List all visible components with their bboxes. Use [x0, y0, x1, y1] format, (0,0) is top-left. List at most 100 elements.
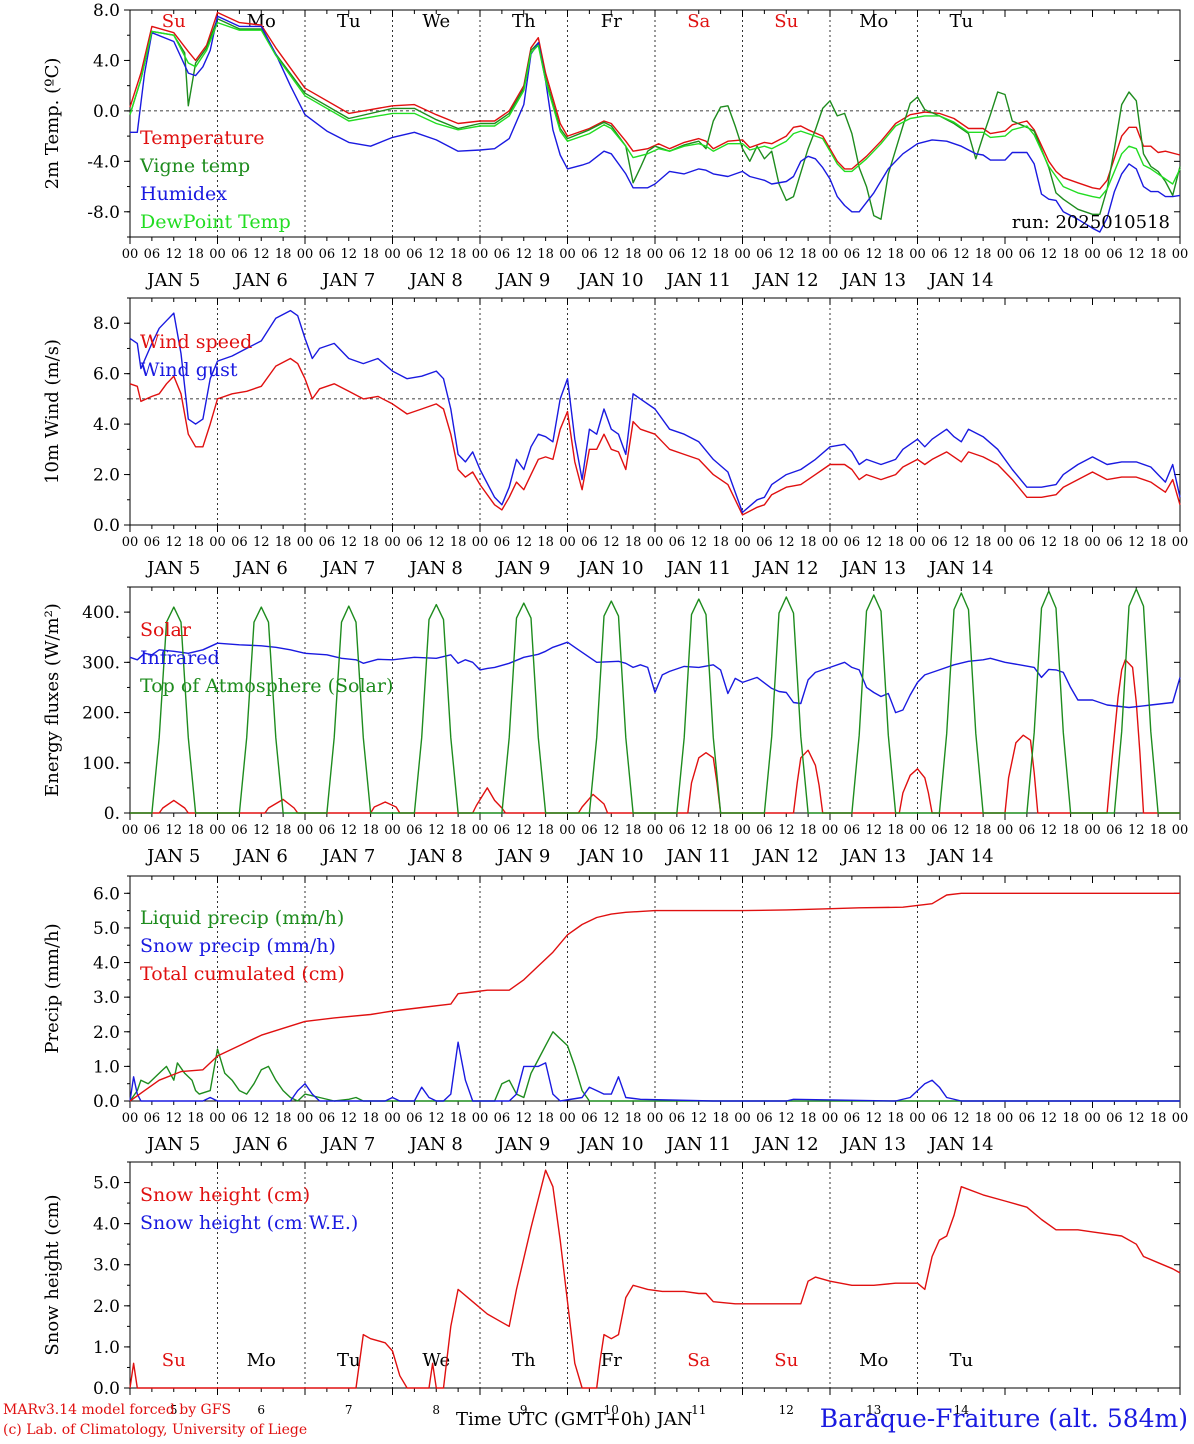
- panel-1: -8.0 -4.0 0.0 4.0 8.0 2m Temp. (ºC) 00 06 12 18 00…: [42, 1, 1188, 291]
- hour-tick-label: 00: [209, 535, 226, 550]
- hour-tick-label: 12: [778, 823, 795, 838]
- hour-tick-label: 12: [603, 1111, 620, 1126]
- date-label: JAN 7: [320, 558, 375, 579]
- weekday-label: Mo: [859, 1350, 888, 1371]
- hour-tick-label: 06: [1019, 535, 1036, 550]
- y-axis-label: 2m Temp. (ºC): [42, 58, 63, 190]
- hour-tick-label: 00: [209, 247, 226, 262]
- series-line: [129, 1169, 1181, 1389]
- legend-entry: Top of Atmosphere (Solar): [140, 675, 393, 697]
- y-tick-label: 4.0: [93, 1215, 120, 1235]
- hour-tick-label: 12: [165, 1111, 182, 1126]
- hour-tick-label: 12: [515, 247, 532, 262]
- weekday-label: Su: [162, 11, 186, 32]
- hour-tick-label: 12: [1040, 823, 1057, 838]
- legend-entry: Infrared: [140, 647, 220, 669]
- hour-tick-label: 00: [472, 247, 489, 262]
- hour-tick-label: 06: [231, 1111, 248, 1126]
- hour-tick-label: 00: [559, 823, 576, 838]
- panel-3: 0. 100. 200. 300. 400. Energy fluxes (W/m²) 00…: [42, 586, 1188, 867]
- hour-tick-label: 06: [494, 823, 511, 838]
- hour-tick-label: 18: [187, 535, 204, 550]
- hour-tick-label: 06: [844, 1111, 861, 1126]
- y-tick-label: 400.: [82, 603, 120, 623]
- date-label: JAN 10: [577, 1134, 644, 1155]
- series-line: [130, 15, 1181, 233]
- date-label: JAN 12: [752, 846, 819, 867]
- date-label: JAN 12: [752, 270, 819, 291]
- y-tick-label: 8.0: [93, 314, 120, 334]
- hour-tick-label: 12: [865, 1111, 882, 1126]
- hour-tick-label: 00: [909, 247, 926, 262]
- panel-2: 0.0 2.0 4.0 6.0 8.0 10m Wind (m/s) 00 06 12 18 00 0…: [42, 297, 1188, 579]
- date-label: JAN 14: [927, 558, 994, 579]
- date-label: JAN 13: [839, 270, 906, 291]
- y-tick-label: 5.0: [93, 1174, 120, 1194]
- hour-tick-label: 00: [734, 247, 751, 262]
- hour-tick-label: 06: [406, 1111, 423, 1126]
- hour-tick-label: 06: [756, 247, 773, 262]
- hour-tick-label: 12: [1128, 823, 1145, 838]
- legend-entry: Snow height (cm W.E.): [140, 1212, 358, 1234]
- hour-tick-label: 06: [319, 1111, 336, 1126]
- hour-tick-label: 06: [669, 247, 686, 262]
- weekday-label: Tu: [949, 1350, 973, 1371]
- date-label: JAN 8: [408, 558, 463, 579]
- hour-tick-label: 00: [472, 823, 489, 838]
- y-tick-label: 5.0: [93, 919, 120, 939]
- hour-tick-label: 00: [472, 1111, 489, 1126]
- hour-tick-label: 12: [690, 535, 707, 550]
- hour-tick-label: 06: [1106, 1111, 1123, 1126]
- hour-tick-label: 18: [537, 535, 554, 550]
- date-label: JAN 5: [145, 270, 200, 291]
- hour-tick-label: 18: [187, 247, 204, 262]
- date-label: JAN 6: [233, 558, 288, 579]
- weekday-label: Mo: [247, 1350, 276, 1371]
- hour-tick-label: 06: [231, 247, 248, 262]
- hour-tick-label: 00: [384, 823, 401, 838]
- y-tick-label: 4.0: [93, 954, 120, 974]
- weekday-label: Tu: [949, 11, 973, 32]
- hour-tick-label: 18: [1150, 535, 1167, 550]
- hour-tick-label: 18: [450, 247, 467, 262]
- hour-tick-label: 12: [778, 535, 795, 550]
- hour-tick-label: 18: [362, 823, 379, 838]
- hour-tick-label: 06: [931, 535, 948, 550]
- hour-tick-label: 06: [756, 1111, 773, 1126]
- hour-tick-label: 06: [931, 247, 948, 262]
- hour-tick-label: 12: [1040, 535, 1057, 550]
- hour-tick-label: 00: [822, 1111, 839, 1126]
- hour-tick-label: 12: [603, 535, 620, 550]
- day-number-label: 9: [520, 1403, 528, 1417]
- hour-tick-label: 06: [844, 823, 861, 838]
- date-label: JAN 5: [145, 1134, 200, 1155]
- date-label: JAN 11: [664, 558, 731, 579]
- hour-tick-label: 18: [1062, 1111, 1079, 1126]
- weekday-label: Fr: [601, 11, 622, 32]
- hour-tick-label: 00: [822, 535, 839, 550]
- hour-tick-label: 12: [165, 535, 182, 550]
- date-label: JAN 7: [320, 1134, 375, 1155]
- panel-4: 0.0 1.0 2.0 3.0 4.0 5.0 6.0 Precip (mm/h) 00 06 12…: [42, 875, 1189, 1155]
- day-number-label: 7: [345, 1403, 353, 1417]
- date-label: JAN 7: [320, 270, 375, 291]
- date-label: JAN 12: [752, 1134, 819, 1155]
- date-label: JAN 7: [320, 846, 375, 867]
- hour-tick-label: 06: [581, 1111, 598, 1126]
- date-label: JAN 5: [145, 846, 200, 867]
- hour-tick-label: 12: [340, 1111, 357, 1126]
- hour-tick-label: 00: [297, 823, 314, 838]
- hour-tick-label: 06: [844, 247, 861, 262]
- hour-tick-label: 18: [450, 535, 467, 550]
- hour-tick-label: 18: [1150, 247, 1167, 262]
- hour-tick-label: 12: [428, 823, 445, 838]
- hour-tick-label: 12: [340, 247, 357, 262]
- y-axis-label: 10m Wind (m/s): [42, 339, 63, 484]
- hour-tick-label: 06: [1106, 247, 1123, 262]
- hour-tick-label: 06: [406, 823, 423, 838]
- hour-tick-label: 00: [647, 823, 664, 838]
- y-tick-label: 0.0: [93, 1379, 120, 1399]
- hour-tick-label: 00: [1172, 1111, 1189, 1126]
- hour-tick-label: 00: [1084, 1111, 1101, 1126]
